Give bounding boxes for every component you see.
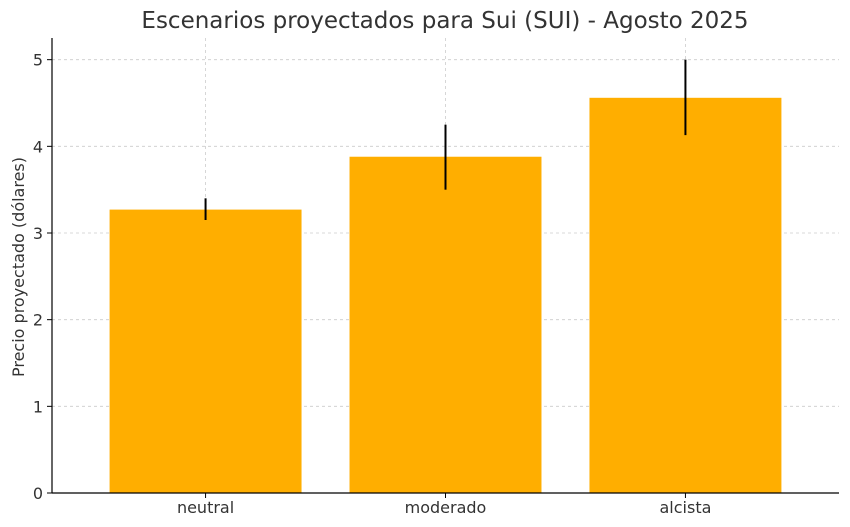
y-tick-label: 3 — [33, 224, 43, 243]
bar-neutral — [109, 209, 302, 493]
bar-moderado — [349, 156, 542, 493]
x-tick-label-alcista: alcista — [659, 498, 711, 517]
chart-title: Escenarios proyectados para Sui (SUI) - … — [141, 8, 748, 34]
y-axis-label: Precio proyectado (dólares) — [9, 157, 28, 377]
x-axis-ticks: neutral moderado alcista — [177, 493, 711, 517]
y-tick-label: 0 — [33, 484, 43, 503]
bars — [109, 97, 782, 494]
y-axis-ticks: 0 1 2 3 4 5 — [33, 51, 52, 503]
bar-alcista — [589, 97, 782, 494]
y-tick-label: 2 — [33, 311, 43, 330]
y-tick-label: 4 — [33, 137, 43, 156]
x-tick-label-neutral: neutral — [177, 498, 234, 517]
y-tick-label: 5 — [33, 51, 43, 70]
x-tick-label-moderado: moderado — [405, 498, 487, 517]
error-bars — [204, 59, 687, 220]
y-tick-label: 1 — [33, 397, 43, 416]
